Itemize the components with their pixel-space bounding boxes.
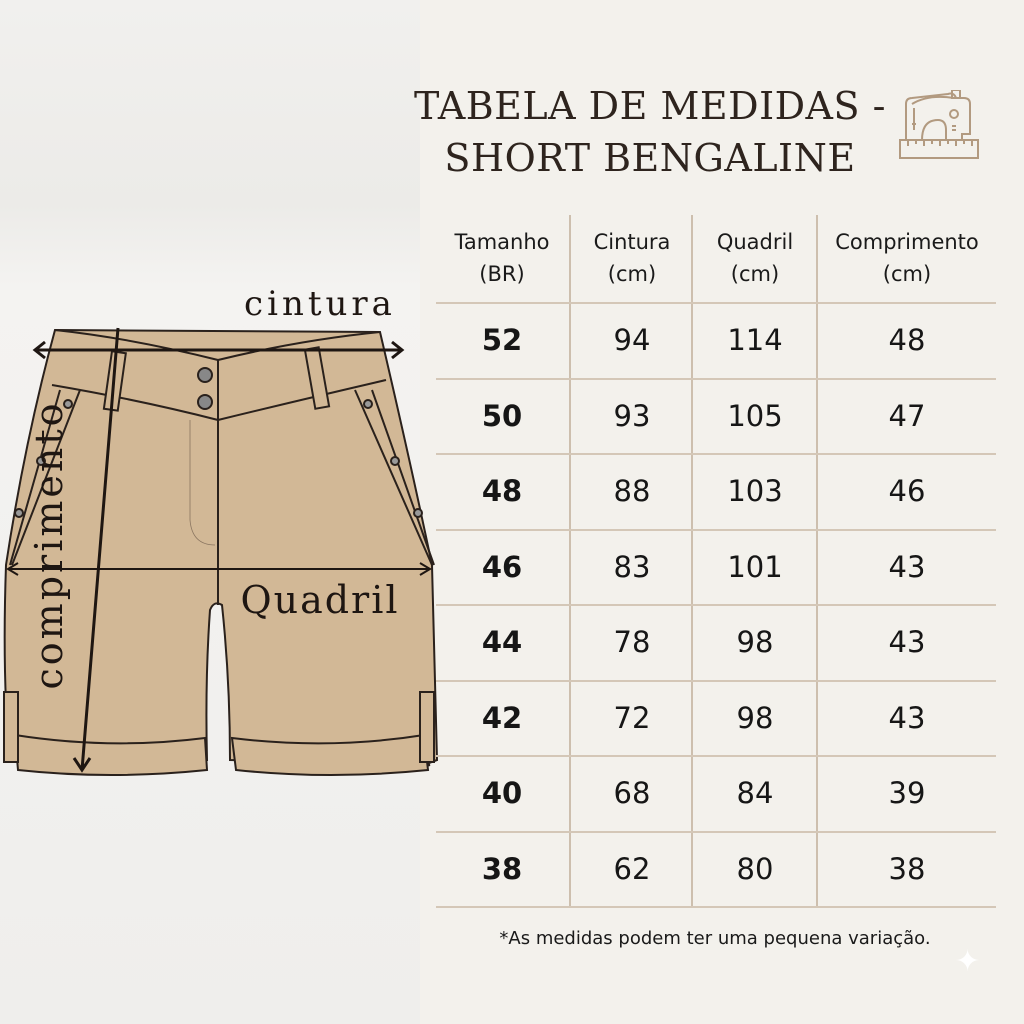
length-arrow	[72, 327, 120, 773]
cell-hip: 98	[736, 625, 774, 659]
measurement-arrows	[6, 327, 432, 773]
sewing-machine-icon	[899, 90, 979, 159]
cell-size: 46	[481, 549, 523, 584]
cell-length: 43	[888, 700, 926, 735]
cell-length: 43	[888, 549, 926, 584]
cell-length: 48	[888, 323, 926, 357]
waist-arrow	[32, 340, 405, 360]
column-divider	[816, 215, 818, 907]
cell-waist: 78	[613, 625, 651, 659]
cell-hip: 105	[727, 398, 783, 433]
row-divider	[436, 604, 996, 606]
sparkle-icon: ✦	[955, 944, 981, 979]
cell-length: 46	[888, 474, 926, 508]
hip-arrow	[6, 562, 432, 576]
column-divider	[691, 215, 693, 907]
header-length: Comprimento (cm)	[835, 230, 979, 286]
cell-size: 52	[481, 323, 523, 357]
cell-waist: 83	[613, 549, 651, 584]
cell-size: 38	[481, 851, 523, 886]
waist-label: cintura	[244, 284, 396, 324]
cell-length: 39	[888, 776, 926, 810]
row-divider	[436, 528, 996, 531]
row-divider	[436, 679, 996, 682]
cell-waist: 72	[613, 700, 651, 735]
row-divider	[436, 453, 996, 455]
shorts-diagram: cintura Quadril comprimento	[3, 284, 439, 776]
cell-length: 38	[888, 851, 926, 886]
column-divider	[569, 215, 571, 907]
cell-size: 44	[481, 625, 523, 659]
cell-size: 50	[481, 398, 523, 433]
cell-waist: 62	[613, 851, 651, 886]
cell-length: 47	[888, 398, 926, 433]
cell-waist: 88	[613, 474, 651, 508]
header-size: Tamanho (BR)	[454, 230, 550, 286]
cell-hip: 84	[736, 776, 774, 810]
length-label: comprimento	[27, 401, 71, 690]
cell-length: 43	[888, 625, 926, 659]
header-hip: Quadril (cm)	[716, 230, 794, 286]
cell-waist: 94	[613, 323, 651, 357]
header-waist: Cintura (cm)	[593, 230, 671, 286]
page-title-line-1: TABELA DE MEDIDAS -	[414, 84, 886, 128]
footnote: *As medidas podem ter uma pequena variaç…	[499, 928, 931, 949]
page-title-line-2: SHORT BENGALINE	[444, 136, 856, 180]
cell-waist: 68	[613, 776, 651, 810]
row-divider	[436, 377, 996, 380]
row-divider	[436, 755, 996, 757]
cell-size: 48	[481, 474, 523, 508]
row-divider	[436, 830, 996, 833]
cell-hip: 103	[727, 474, 783, 508]
cell-size: 40	[481, 776, 523, 810]
cell-hip: 80	[736, 851, 774, 886]
row-divider	[436, 906, 996, 908]
cell-size: 42	[481, 700, 523, 735]
shorts-illustration	[3, 328, 439, 776]
cell-waist: 93	[613, 398, 651, 433]
cell-hip: 98	[736, 700, 774, 735]
row-divider	[436, 302, 996, 304]
hip-label: Quadril	[240, 578, 399, 622]
cell-hip: 114	[727, 323, 783, 357]
cell-hip: 101	[727, 549, 783, 584]
